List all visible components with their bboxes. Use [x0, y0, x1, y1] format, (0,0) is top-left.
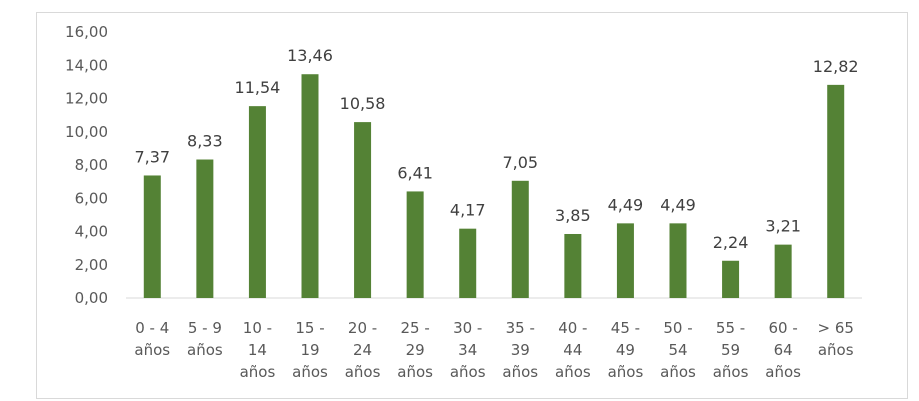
y-tick-label: 16,00 — [65, 23, 108, 41]
bar — [827, 84, 845, 299]
bar — [669, 223, 687, 298]
x-category-label: 30 -34 años — [450, 319, 486, 381]
chart-frame — [36, 12, 908, 399]
x-category-label: 40 -44 años — [555, 319, 591, 381]
y-tick-label: 10,00 — [65, 123, 108, 141]
x-category-label: > 65 años — [817, 319, 853, 359]
data-label: 10,58 — [340, 94, 386, 113]
data-label: 7,37 — [134, 147, 170, 166]
bar — [511, 180, 529, 298]
bar — [354, 122, 372, 298]
data-label: 7,05 — [502, 153, 538, 172]
x-category-label: 60 -64 años — [765, 319, 801, 381]
y-axis-tick-labels: 0,00 2,00 4,00 6,00 8,00 10,00 12,00 14,00 16,00 — [65, 23, 108, 307]
bar — [722, 260, 740, 298]
data-label: 11,54 — [235, 78, 281, 97]
y-tick-label: 6,00 — [75, 189, 108, 207]
data-label: 4,49 — [660, 195, 696, 214]
data-labels: 7,37 8,33 11,54 13,46 10,58 6,41 4,17 7,05 3,85 4… — [134, 46, 858, 252]
x-category-label: 10 -14 años — [240, 319, 276, 381]
y-tick-label: 2,00 — [75, 256, 108, 274]
bar — [143, 175, 161, 298]
data-label: 12,82 — [813, 57, 859, 76]
bar — [616, 223, 634, 298]
bar — [301, 74, 319, 298]
y-tick-label: 12,00 — [65, 90, 108, 108]
y-tick-label: 8,00 — [75, 156, 108, 174]
x-category-label: 50 -54 años — [660, 319, 696, 381]
bars — [143, 74, 845, 299]
bar — [196, 159, 214, 298]
data-label: 13,46 — [287, 46, 333, 65]
data-label: 4,17 — [450, 201, 486, 220]
x-category-label: 35 -39 años — [502, 319, 538, 381]
x-category-label: 15 -19 años — [292, 319, 328, 381]
bar — [248, 106, 266, 299]
data-label: 3,21 — [765, 217, 801, 236]
x-category-label: 45 -49 años — [608, 319, 644, 381]
x-category-label: 0 - 4 años — [134, 319, 170, 359]
x-axis-category-labels: 0 - 4 años 5 - 9 años 10 -14 años 15 -19 años 20… — [134, 319, 853, 381]
y-tick-label: 0,00 — [75, 289, 108, 307]
bar — [564, 233, 582, 298]
bar — [459, 228, 477, 298]
x-category-label: 20 -24 años — [345, 319, 381, 381]
x-category-label: 25 -29 años — [397, 319, 433, 381]
y-tick-label: 14,00 — [65, 56, 108, 74]
data-label: 6,41 — [397, 163, 433, 182]
data-label: 4,49 — [608, 195, 644, 214]
y-tick-label: 4,00 — [75, 223, 108, 241]
data-label: 2,24 — [713, 233, 749, 252]
x-category-label: 55 -59 años — [713, 319, 749, 381]
data-label: 3,85 — [555, 206, 591, 225]
bar — [774, 244, 792, 298]
data-label: 8,33 — [187, 132, 223, 151]
bar — [406, 191, 424, 298]
x-category-label: 5 - 9 años — [187, 319, 223, 359]
